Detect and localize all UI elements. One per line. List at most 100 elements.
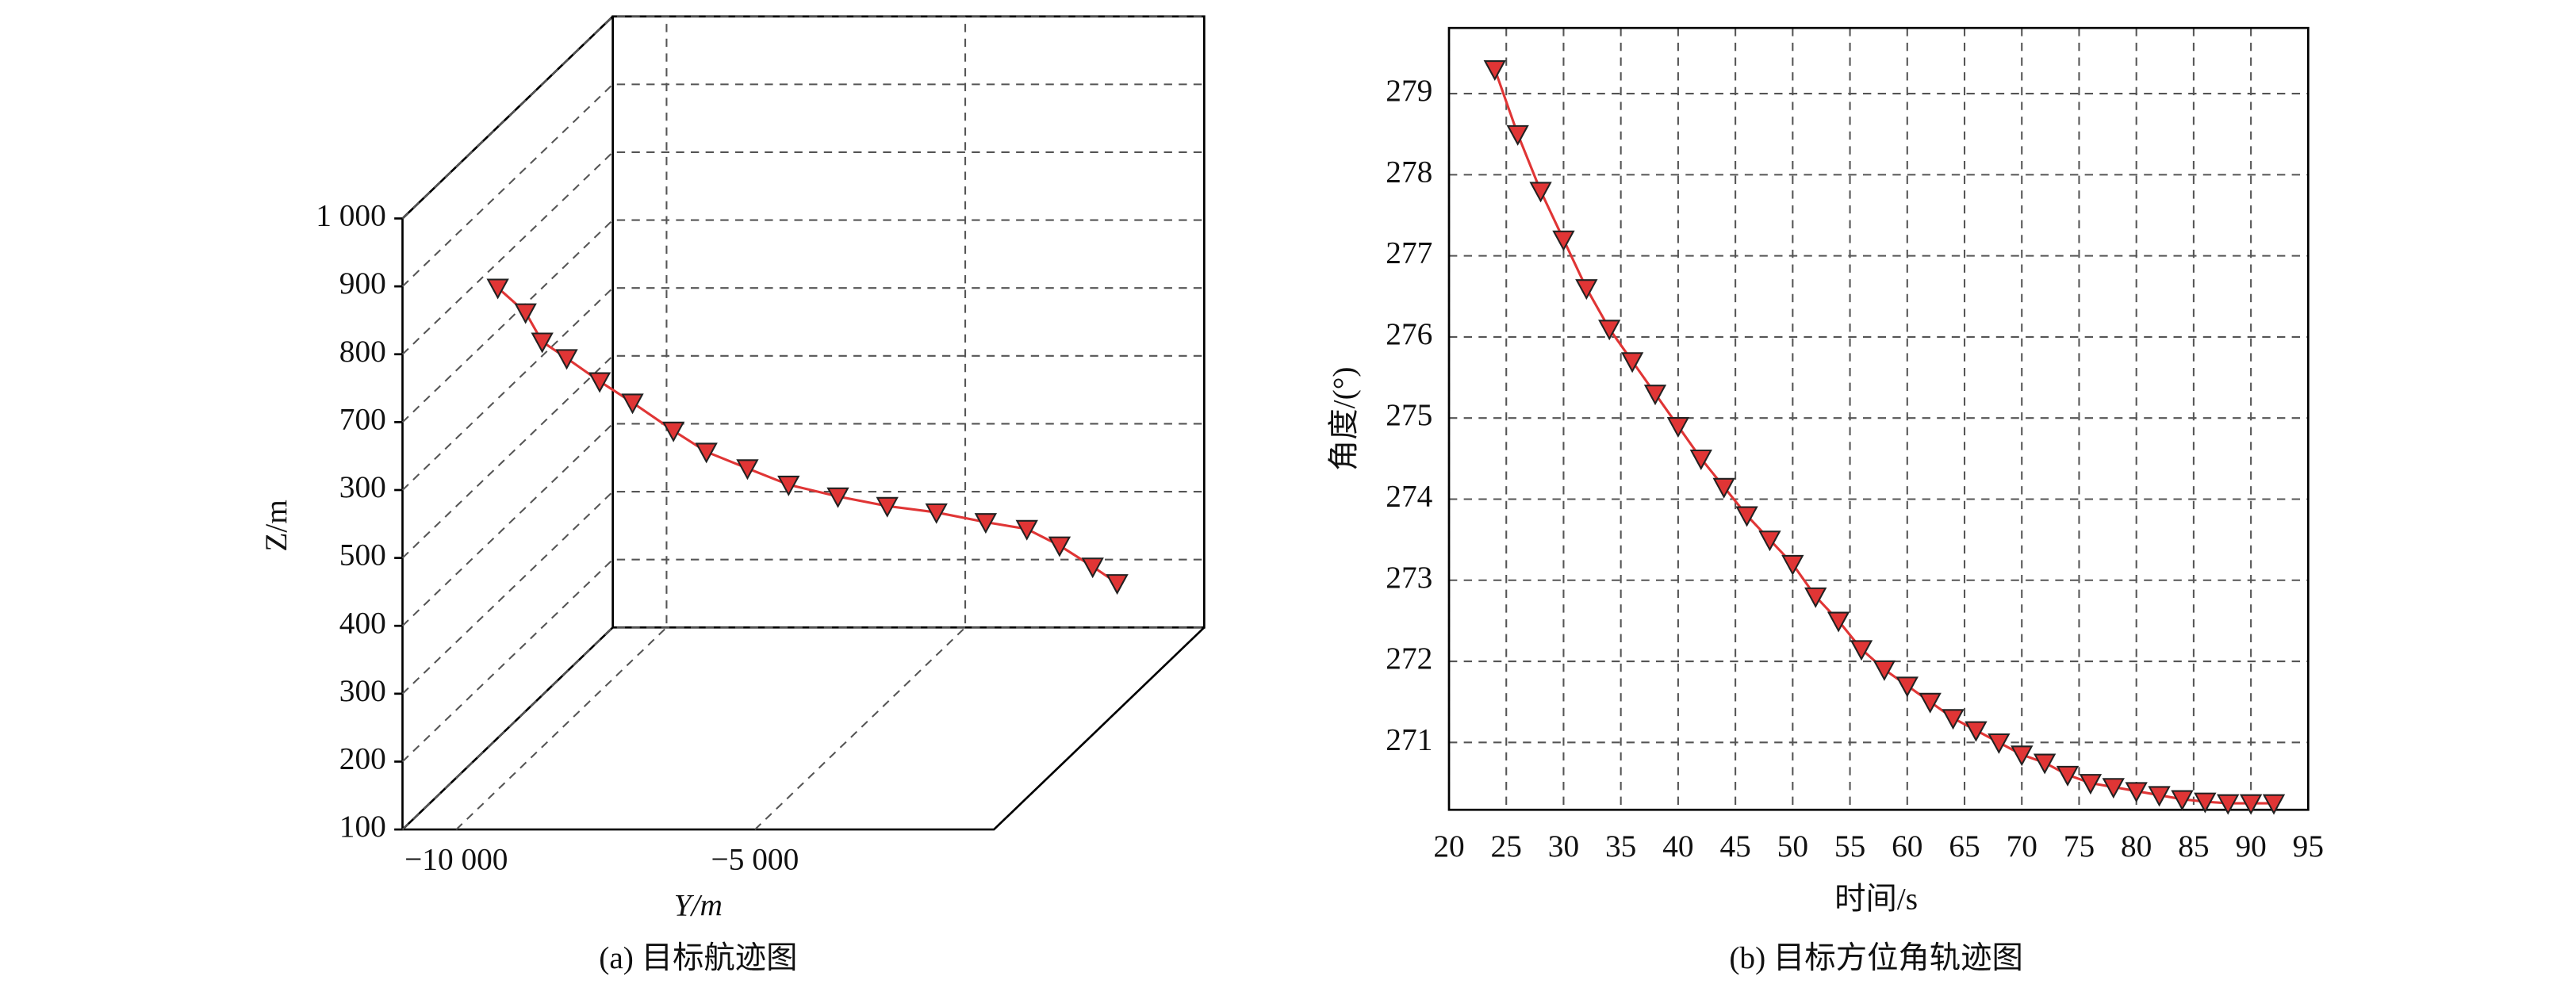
y-tick-label: 277 [1386, 236, 1432, 270]
marker [1758, 530, 1781, 552]
z-tick-label: 1 000 [316, 198, 386, 233]
marker [826, 487, 849, 508]
marker [555, 349, 578, 370]
marker [925, 503, 948, 524]
caption: (b) 目标方位角轨迹图 [1729, 940, 2022, 975]
x-tick-label: 85 [2178, 829, 2209, 864]
back-wall [611, 15, 1206, 629]
grid-line [401, 354, 1205, 559]
marker [876, 496, 899, 518]
grid-line [455, 16, 668, 830]
marker [1942, 709, 1965, 730]
marker [2033, 753, 2057, 775]
marker [1781, 554, 1804, 576]
y-tick-label: 275 [1386, 397, 1432, 432]
y-tick-label: 274 [1386, 479, 1432, 514]
marker [2217, 794, 2240, 815]
z-tick-label: 500 [339, 538, 386, 573]
marker [1048, 536, 1071, 557]
x-tick-label: 20 [1433, 829, 1464, 864]
grid-line [401, 15, 1205, 220]
y-tick-label: 276 [1386, 316, 1432, 351]
marker [1529, 182, 1552, 203]
marker [1827, 611, 1850, 633]
marker [1552, 230, 1575, 251]
x-tick-label: 45 [1719, 829, 1750, 864]
y-axis-label: Y/m [674, 888, 723, 923]
x-tick-label: 95 [2293, 829, 2324, 864]
marker [1689, 449, 1712, 470]
x-tick-label: 75 [2064, 829, 2095, 864]
y-tick-label: 272 [1386, 641, 1432, 676]
marker [1896, 676, 1919, 698]
marker [1919, 692, 1942, 714]
z-tick-label: 900 [339, 266, 386, 301]
marker [2125, 782, 2148, 803]
x-tick-label: 90 [2235, 829, 2266, 864]
x-tick-label: 35 [1605, 829, 1636, 864]
grid-line [401, 626, 1205, 830]
marker [1015, 519, 1038, 541]
y-tick-label: 273 [1386, 560, 1432, 595]
marker [621, 393, 644, 415]
marker [1106, 574, 1129, 595]
marker [1965, 721, 1988, 742]
z-axis-label: Z/m [259, 500, 293, 552]
marker [514, 303, 537, 324]
marker [1735, 506, 1758, 527]
x-tick-label: 70 [2007, 829, 2037, 864]
marker [588, 372, 611, 393]
z-tick-label: 800 [339, 334, 386, 369]
z-tick-label: 700 [339, 401, 386, 436]
marker [2239, 794, 2263, 815]
series-line [1493, 68, 2275, 805]
axis-frame [401, 15, 1206, 831]
marker [1081, 557, 1104, 579]
grid-line [401, 558, 1205, 763]
marker [974, 513, 998, 534]
marker [2056, 765, 2080, 787]
marker [1575, 279, 1598, 301]
y-tick-label: 271 [1386, 722, 1432, 756]
marker [1804, 587, 1827, 608]
grid-line [401, 219, 1205, 423]
marker [1620, 352, 1644, 373]
grid-line [401, 491, 1205, 695]
marker [777, 475, 800, 496]
marker [531, 332, 554, 354]
z-tick-label: 400 [339, 605, 386, 640]
x-axis-label: 时间/s [1834, 881, 1918, 916]
plot-frame [1447, 26, 2310, 811]
x-tick-label: 60 [1892, 829, 1922, 864]
marker [661, 421, 685, 442]
trajectory-line [496, 286, 1118, 584]
marker [2194, 792, 2217, 814]
x-tick-label: 55 [1834, 829, 1865, 864]
marker [1598, 320, 1621, 341]
y-tick-label: −10 000 [404, 842, 508, 877]
marker [1666, 417, 1690, 438]
marker [2079, 774, 2103, 795]
z-tick-label: 100 [339, 809, 386, 844]
grid-line [401, 423, 1205, 626]
marker [1506, 124, 1529, 146]
marker [1850, 640, 1873, 661]
grid-line [401, 83, 1205, 287]
y-tick-label: 278 [1386, 154, 1432, 189]
z-tick-label: 200 [339, 741, 386, 776]
x-tick-label: 50 [1777, 829, 1808, 864]
marker [1988, 733, 2011, 754]
y-tick-label: −5 000 [711, 842, 799, 877]
caption: (a) 目标航迹图 [599, 940, 797, 975]
marker [1873, 660, 1896, 681]
grid-line [401, 151, 1205, 355]
z-tick-label: 300 [339, 673, 386, 708]
x-tick-label: 25 [1491, 829, 1522, 864]
grid-line [754, 16, 967, 830]
grid-line [401, 287, 1205, 491]
marker [2262, 794, 2286, 815]
marker [2171, 790, 2194, 811]
marker [486, 278, 509, 300]
x-tick-label: 65 [1949, 829, 1980, 864]
